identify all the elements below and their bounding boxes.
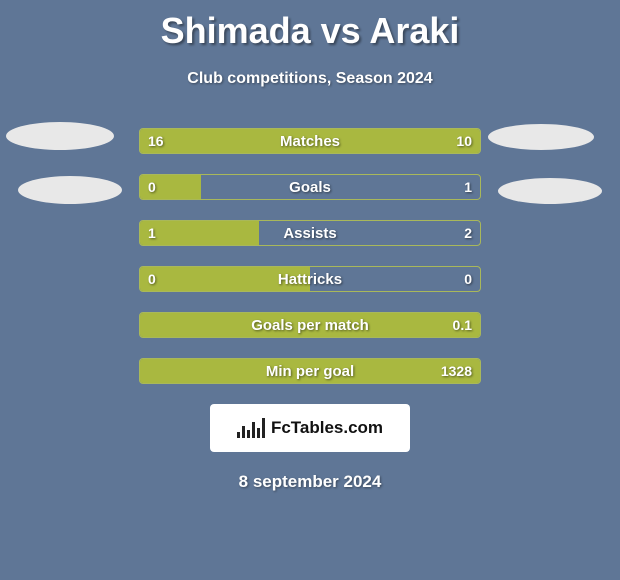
stat-left-value: 0 <box>148 267 156 291</box>
stat-row: Hattricks0 0 <box>139 266 481 292</box>
decorative-ellipse <box>6 122 114 150</box>
stat-label: Hattricks <box>140 267 480 291</box>
stat-right-value: 0.1 <box>453 313 472 337</box>
stat-label: Min per goal <box>140 359 480 383</box>
stat-row: Assists1 2 <box>139 220 481 246</box>
stat-right-value: 1328 <box>441 359 472 383</box>
bars-icon <box>237 418 265 438</box>
stat-left-value: 1 <box>148 221 156 245</box>
stat-row: Min per goal1328 <box>139 358 481 384</box>
decorative-ellipse <box>488 124 594 150</box>
subtitle: Club competitions, Season 2024 <box>0 70 620 88</box>
stat-right-value: 2 <box>464 221 472 245</box>
stat-right-value: 0 <box>464 267 472 291</box>
decorative-ellipse <box>498 178 602 204</box>
stat-row: Matches16 10 <box>139 128 481 154</box>
brand-text: FcTables.com <box>271 418 383 438</box>
stat-left-value: 0 <box>148 175 156 199</box>
decorative-ellipse <box>18 176 122 204</box>
stat-label: Goals <box>140 175 480 199</box>
stat-left-value: 16 <box>148 129 164 153</box>
stat-right-value: 1 <box>464 175 472 199</box>
stat-label: Goals per match <box>140 313 480 337</box>
stat-label: Assists <box>140 221 480 245</box>
page-title: Shimada vs Araki <box>0 0 620 52</box>
stat-row: Goals0 1 <box>139 174 481 200</box>
stats-bars: Matches1610Goals01Assists12Hattricks00Go… <box>139 128 481 384</box>
brand-box: FcTables.com <box>210 404 410 452</box>
stat-right-value: 10 <box>456 129 472 153</box>
stat-label: Matches <box>140 129 480 153</box>
stat-row: Goals per match0.1 <box>139 312 481 338</box>
date-label: 8 september 2024 <box>0 472 620 492</box>
